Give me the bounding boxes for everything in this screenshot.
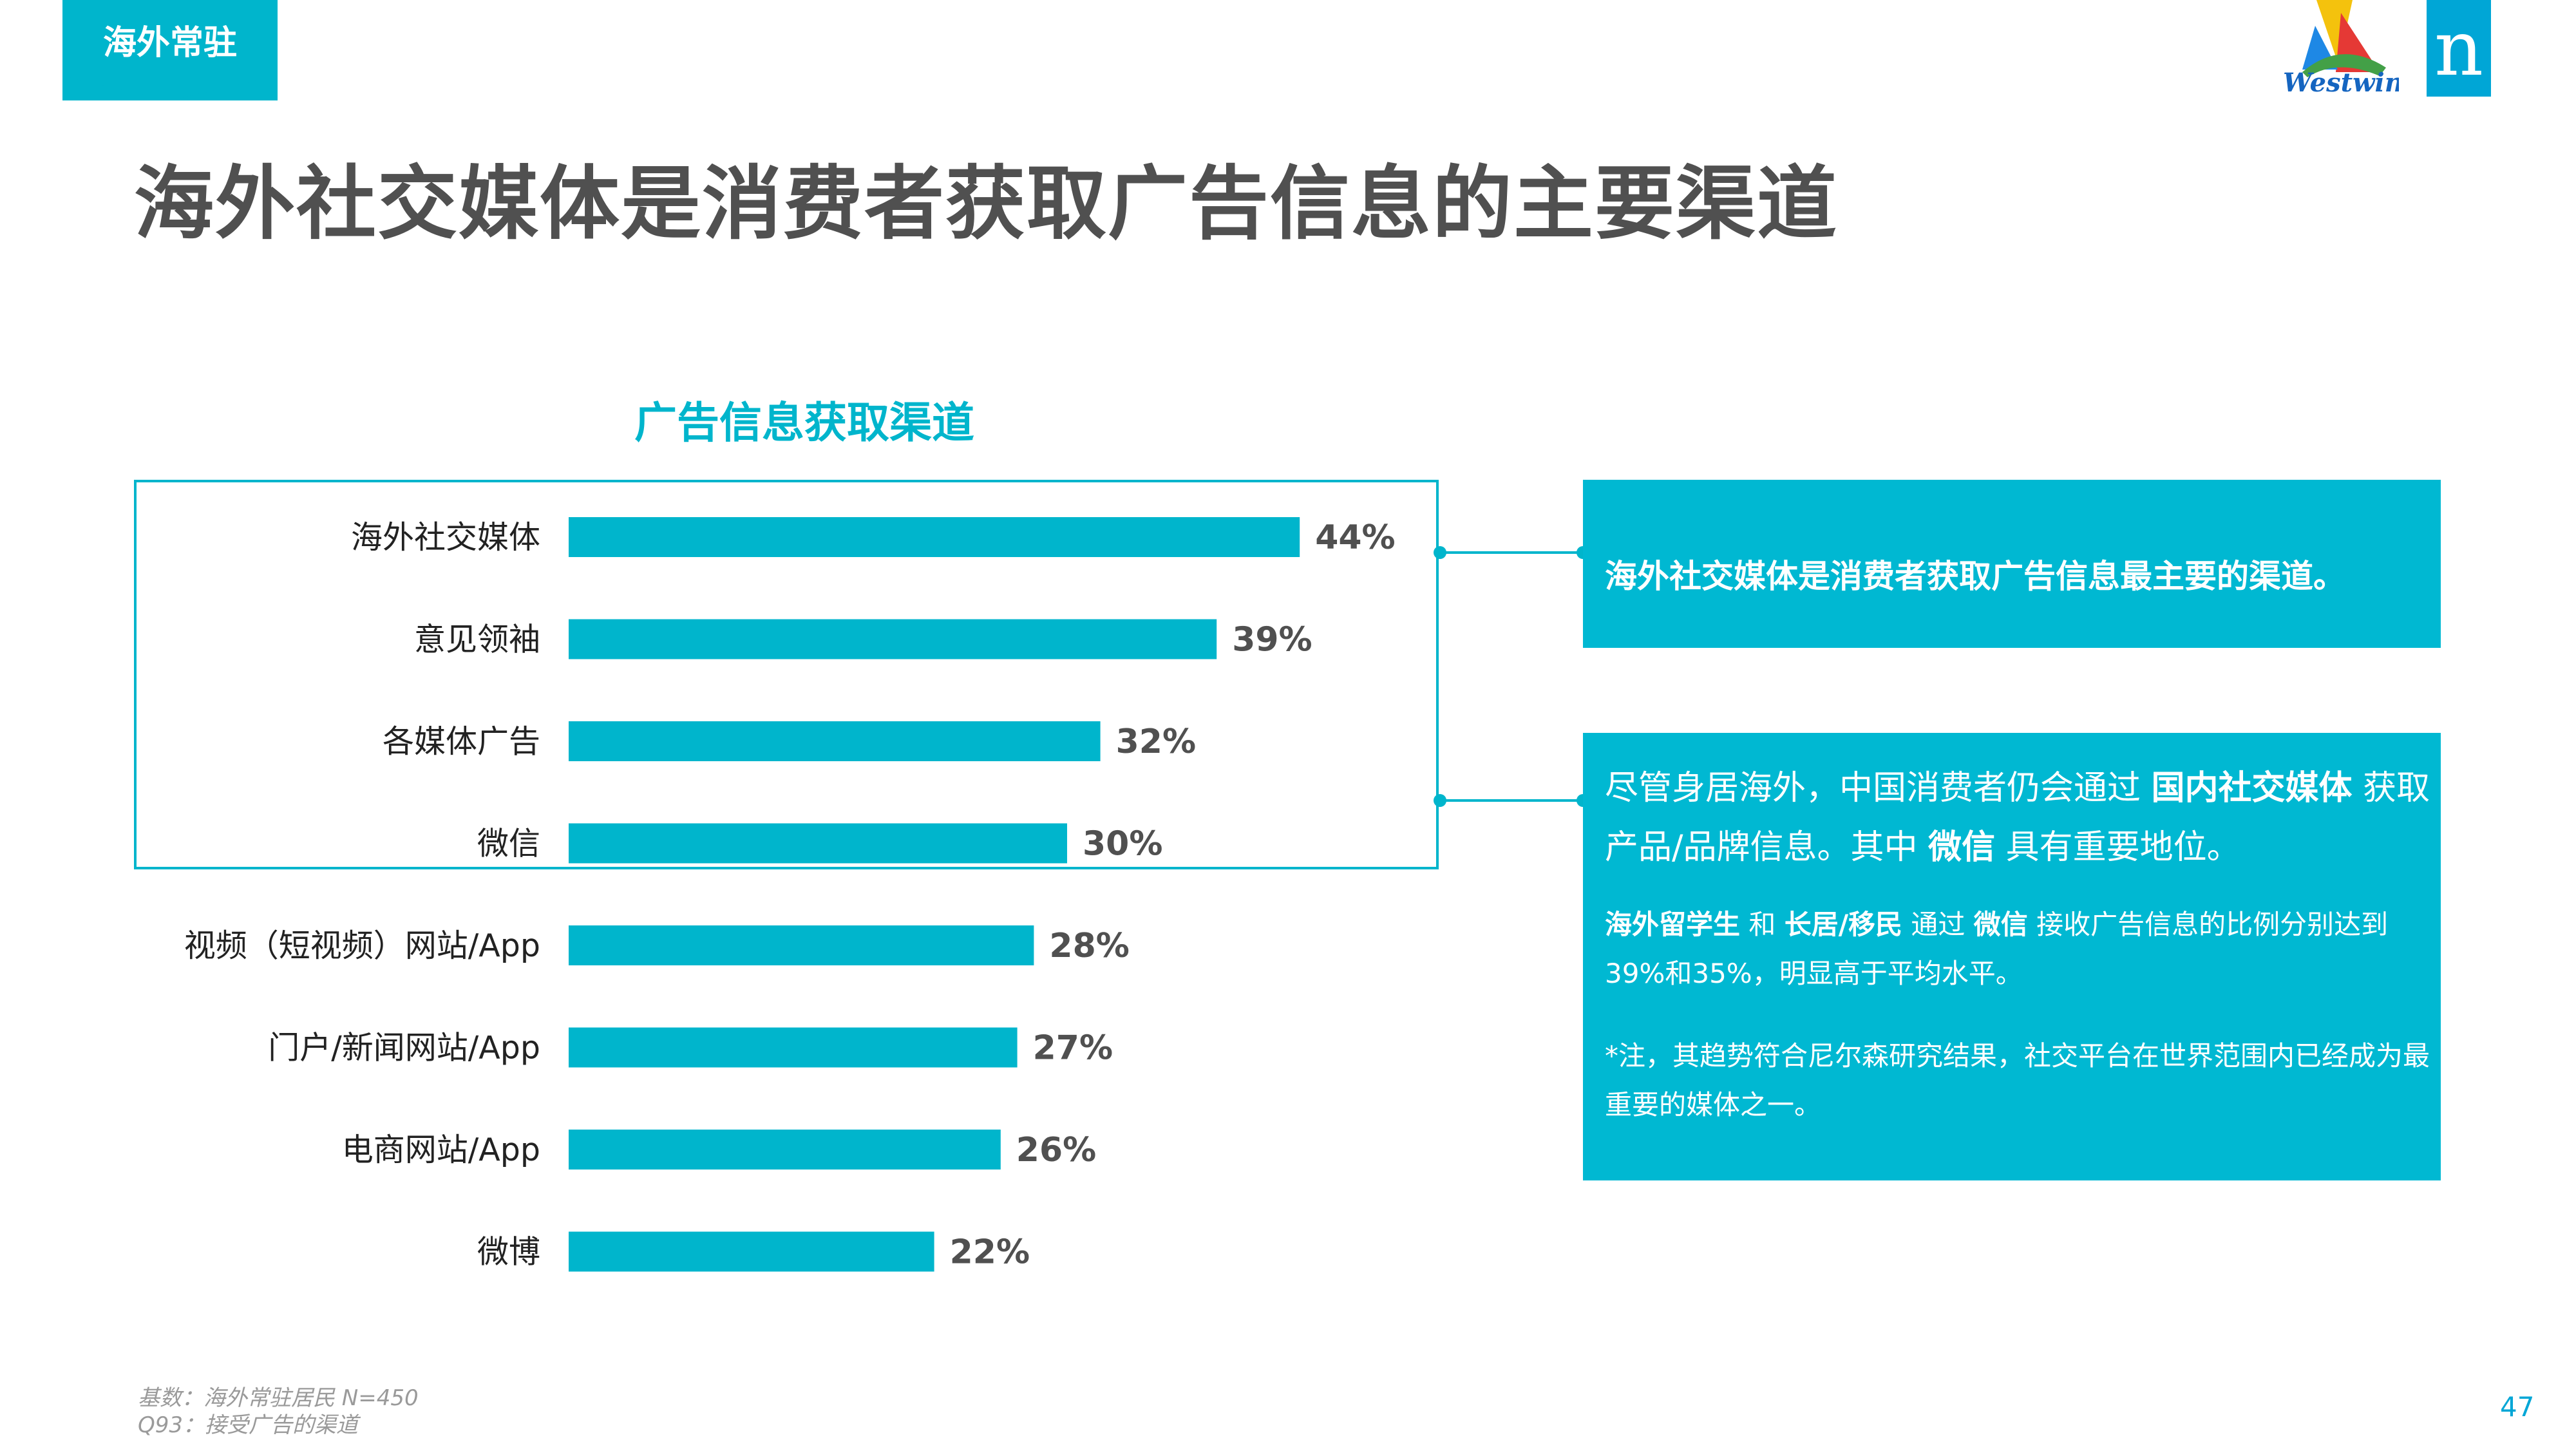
bar <box>569 517 1300 557</box>
footnote-question: Q93：接受广告的渠道 <box>138 1412 359 1438</box>
insight-line-2-part-a: 产品/品牌信息。其中 <box>1605 828 1929 867</box>
sail-green <box>2302 54 2386 77</box>
value-label: 22% <box>950 1233 1030 1272</box>
insight-line-3-resident: 长居/移民 <box>1784 909 1903 940</box>
westwin-logo: Westwin <box>2283 0 2399 97</box>
footnote: 基数：海外常驻居民 N=450 Q93：接受广告的渠道 <box>138 1385 419 1439</box>
connector-dot-left-1 <box>1434 546 1446 559</box>
category-label: 门户/新闻网站/App <box>268 1030 540 1066</box>
page-number: 47 <box>2500 1391 2535 1423</box>
insight-line-2-emphasis: 微信 <box>1928 828 1996 867</box>
insight-line-1-part-c: 获取 <box>2352 769 2430 808</box>
insight-line-3-and: 和 <box>1740 909 1785 940</box>
value-label: 28% <box>1049 927 1129 965</box>
value-label: 27% <box>1033 1029 1113 1068</box>
bar <box>569 925 1034 965</box>
connector-dot-left-2 <box>1434 794 1446 807</box>
bar <box>569 721 1101 761</box>
insight-line-3-rest: 接收广告信息的比例分别达到 <box>2027 909 2389 940</box>
insight-line-3-wechat: 微信 <box>1973 909 2028 940</box>
value-label: 32% <box>1116 723 1196 761</box>
footnote-base: 基数：海外常驻居民 N=450 <box>138 1385 419 1411</box>
value-label: 30% <box>1083 825 1162 864</box>
highlight-box <box>134 480 1439 869</box>
nielsen-logo-letter: n <box>2434 4 2483 93</box>
insight-panel-1-text: 海外社交媒体是消费者获取广告信息最主要的渠道。 <box>1605 558 2345 595</box>
category-label: 微博 <box>477 1234 540 1271</box>
insight-note-line-1: *注，其趋势符合尼尔森研究结果，社交平台在世界范围内已经成为最 <box>1605 1040 2430 1072</box>
category-label: 视频（短视频）网站/App <box>184 927 540 964</box>
section-tag-label: 海外常驻 <box>102 24 237 62</box>
connector-line-2 <box>1440 799 1583 802</box>
sail-yellow <box>2316 0 2353 64</box>
insight-line-1: 尽管身居海外，中国消费者仍会通过 国内社交媒体 获取 <box>1605 759 2441 818</box>
bar <box>569 823 1067 864</box>
insight-line-4: 39%和35%，明显高于平均水平。 <box>1605 958 2023 989</box>
bar-chart: 海外社交媒体 44% 意见领袖 39% 各媒体广告 32% 微信 30% 视频（短视频）网站/A… <box>184 517 1396 1272</box>
bar <box>569 1130 1001 1170</box>
category-label: 海外社交媒体 <box>351 519 540 556</box>
westwin-wordmark: Westwin <box>2283 68 2399 97</box>
value-label: 39% <box>1232 621 1312 659</box>
insight-line-2: 产品/品牌信息。其中 微信 具有重要地位。 <box>1605 818 2441 877</box>
category-label: 微信 <box>477 826 540 862</box>
insight-line-2-part-c: 具有重要地位。 <box>1995 828 2240 867</box>
chart-title: 广告信息获取渠道 <box>634 398 974 448</box>
connector-line-1 <box>1440 551 1583 554</box>
page-title: 海外社交媒体是消费者获取广告信息的主要渠道 <box>134 158 1839 251</box>
bar <box>569 1027 1018 1068</box>
insight-panel-1: 海外社交媒体是消费者获取广告信息最主要的渠道。 <box>1583 480 2441 648</box>
insight-panel-2: 尽管身居海外，中国消费者仍会通过 国内社交媒体 获取 产品/品牌信息。其中 微信… <box>1583 733 2441 1180</box>
value-label: 44% <box>1315 518 1395 557</box>
insight-line-3-via: 通过 <box>1902 909 1974 940</box>
insight-note-line-2: 重要的媒体之一。 <box>1605 1089 1822 1121</box>
insight-line-1-emphasis: 国内社交媒体 <box>2151 769 2353 808</box>
category-label: 电商网站/App <box>342 1132 540 1168</box>
category-label: 各媒体广告 <box>383 723 540 760</box>
bar <box>569 619 1217 659</box>
value-label: 26% <box>1016 1131 1096 1170</box>
category-label: 意见领袖 <box>414 621 540 658</box>
section-tag: 海外常驻 <box>62 0 278 100</box>
bar <box>569 1231 934 1272</box>
insight-line-1-part-a: 尽管身居海外，中国消费者仍会通过 <box>1605 769 2152 808</box>
insight-line-3: 海外留学生 和 长居/移民 通过 微信 接收广告信息的比例分别达到 <box>1605 900 2441 949</box>
insight-line-3-student: 海外留学生 <box>1605 909 1741 940</box>
nielsen-logo: n <box>2427 0 2491 97</box>
